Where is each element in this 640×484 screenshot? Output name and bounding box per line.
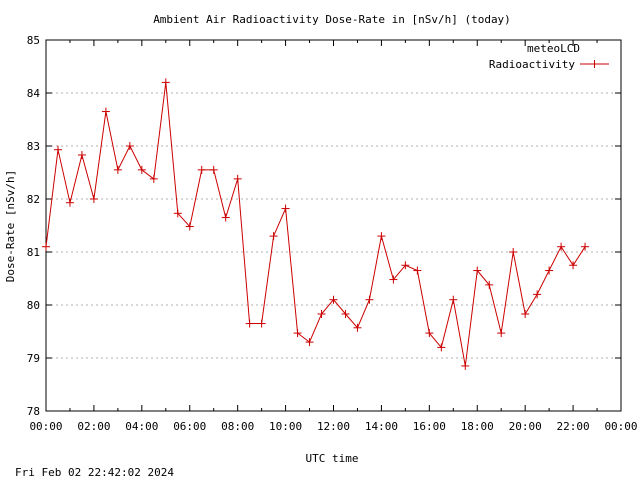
y-tick-label: 85 [27, 34, 40, 47]
chart-title: Ambient Air Radioactivity Dose-Rate in [… [153, 13, 511, 26]
footer-timestamp: Fri Feb 02 22:42:02 2024 [15, 466, 174, 479]
y-tick-label: 79 [27, 352, 40, 365]
data-point [545, 266, 554, 275]
data-point [509, 248, 518, 256]
data-point [161, 78, 170, 87]
data-point [221, 213, 230, 222]
x-tick-label: 18:00 [461, 420, 494, 433]
data-point [209, 165, 218, 174]
x-tick-label: 02:00 [77, 420, 110, 433]
data-point [557, 242, 566, 251]
data-point [185, 222, 194, 231]
data-point [65, 198, 74, 207]
data-point [461, 361, 470, 370]
data-point [42, 242, 50, 251]
data-point [305, 338, 314, 347]
y-tick-label: 78 [27, 405, 40, 418]
data-point [245, 319, 254, 328]
x-tick-label: 16:00 [413, 420, 446, 433]
x-tick-label: 00:00 [29, 420, 62, 433]
data-point [113, 165, 122, 174]
y-tick-label: 81 [27, 246, 40, 259]
data-point [101, 107, 110, 116]
data-point [485, 280, 494, 289]
axis-layer: 78 79 80 81 82 83 84 85 00:00 02:00 04:00 06:00 08:0… [27, 34, 638, 433]
data-point [53, 145, 62, 154]
data-point [401, 261, 410, 270]
legend-title: meteoLCD [527, 42, 580, 55]
grid-layer [46, 92, 621, 359]
data-point [281, 204, 290, 213]
x-tick-label: 04:00 [125, 420, 158, 433]
data-point [77, 151, 86, 160]
y-tick-label: 83 [27, 140, 40, 153]
data-point [377, 232, 386, 241]
data-point [257, 319, 266, 328]
data-point [521, 310, 530, 319]
data-point [293, 329, 302, 338]
data-point [473, 266, 482, 275]
data-point [437, 343, 446, 352]
data-point [317, 310, 326, 319]
data-point [137, 165, 146, 174]
y-tick-label: 82 [27, 193, 40, 206]
x-tick-label: 06:00 [173, 420, 206, 433]
x-tick-label: 12:00 [317, 420, 350, 433]
data-point [533, 290, 542, 299]
data-point [89, 195, 98, 203]
legend-marker [590, 60, 599, 68]
x-tick-label: 10:00 [269, 420, 302, 433]
data-point [569, 261, 578, 270]
data-point [149, 174, 158, 183]
data-point [413, 266, 422, 275]
data-point [353, 323, 362, 332]
y-tick-label: 80 [27, 299, 40, 312]
x-axis-label: UTC time [306, 452, 359, 465]
x-tick-label: 00:00 [604, 420, 637, 433]
data-point [389, 275, 398, 284]
plot-frame [45, 39, 622, 412]
data-point [197, 165, 206, 174]
data-point [125, 142, 134, 150]
x-tick-label: 14:00 [365, 420, 398, 433]
data-point [425, 329, 434, 338]
y-tick-label: 84 [27, 87, 41, 100]
data-point [341, 310, 350, 319]
data-point [365, 295, 374, 304]
series-layer [42, 78, 590, 370]
y-axis-label: Dose-Rate [nSv/h] [4, 170, 17, 283]
data-point [329, 295, 338, 304]
x-tick-label: 22:00 [557, 420, 590, 433]
data-point [449, 295, 458, 304]
data-point [269, 232, 278, 241]
legend: meteoLCD Radioactivity [489, 42, 609, 71]
series-line [45, 82, 586, 367]
data-point [581, 242, 590, 251]
data-point [233, 174, 242, 183]
data-point [173, 209, 182, 218]
data-point [497, 329, 506, 338]
legend-series-label: Radioactivity [489, 58, 575, 71]
x-tick-label: 08:00 [221, 420, 254, 433]
x-tick-label: 20:00 [509, 420, 542, 433]
